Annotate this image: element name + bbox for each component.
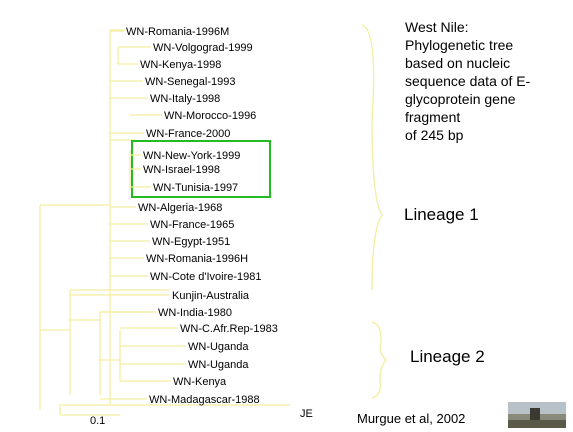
leaf-label: WN-Cote d'Ivoire-1981: [150, 271, 262, 283]
leaf-label: WN-Senegal-1993: [145, 76, 236, 88]
description-line: West Nile:: [405, 19, 469, 35]
leaf-label: WN-Israel-1998: [143, 164, 220, 176]
description-line: fragment: [405, 109, 460, 125]
leaf-label: WN-Uganda: [188, 341, 249, 353]
leaf-label: WN-Kenya-1998: [140, 59, 221, 71]
leaf-label: WN-France-2000: [146, 128, 230, 140]
outgroup-label: JE: [300, 408, 313, 420]
leaf-label: WN-Tunisia-1997: [153, 182, 238, 194]
leaf-label: WN-Madagascar-1988: [149, 394, 260, 406]
lineage-label: Lineage 2: [410, 347, 485, 366]
leaf-label: WN-India-1980: [158, 307, 232, 319]
description-line: Phylogenetic tree: [405, 37, 513, 53]
description-line: based on nucleic: [405, 55, 510, 71]
scale-label: 0.1: [90, 415, 105, 427]
leaf-label: Kunjin-Australia: [172, 290, 250, 302]
leaf-label: WN-Egypt-1951: [152, 236, 230, 248]
description-line: of 245 bp: [405, 127, 464, 143]
leaf-label: WN-Romania-1996M: [126, 26, 229, 38]
page: WN-Romania-1996M WN-Volgograd-1999 WN-Keny…: [0, 0, 573, 432]
leaf-label: WN-Algeria-1968: [138, 202, 222, 214]
description-line: sequence data of E-: [405, 73, 531, 89]
leaf-label: WN-Uganda: [188, 359, 249, 371]
leaf-label: WN-Italy-1998: [150, 93, 220, 105]
leaf-label: WN-New-York-1999: [143, 150, 240, 162]
slide: WN-Romania-1996M WN-Volgograd-1999 WN-Keny…: [0, 0, 573, 432]
citation: Murgue et al, 2002: [357, 411, 465, 426]
leaf-label: WN-Kenya: [173, 376, 227, 388]
leaf-label: WN-C.Afr.Rep-1983: [180, 323, 278, 335]
leaf-label: WN-Morocco-1996: [164, 110, 256, 122]
leaf-label: WN-Romania-1996H: [146, 253, 248, 265]
leaf-label: WN-France-1965: [150, 219, 234, 231]
lineage-label: Lineage 1: [404, 205, 479, 224]
thumbnail-image: [508, 402, 566, 428]
description-line: glycoprotein gene: [405, 91, 516, 107]
leaf-label: WN-Volgograd-1999: [153, 42, 253, 54]
